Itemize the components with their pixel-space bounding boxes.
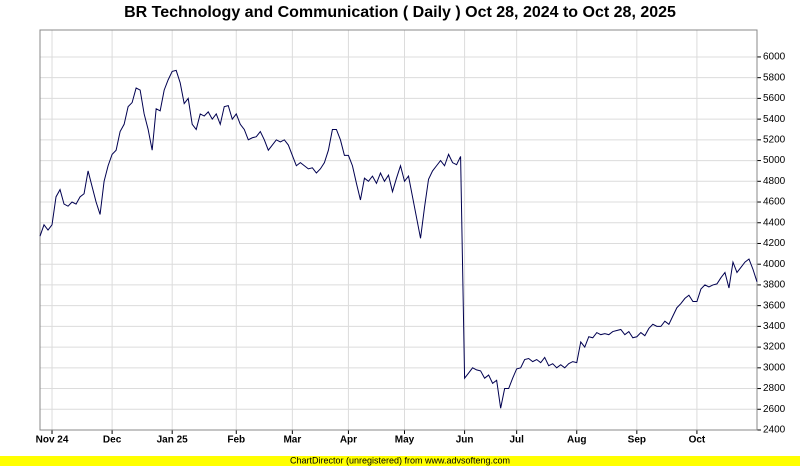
y-tick-label: 2600: [763, 404, 786, 415]
y-tick-label: 5400: [763, 114, 786, 125]
footer: ChartDirector (unregistered) from www.ad…: [290, 455, 510, 465]
y-tick-label: 3400: [763, 321, 786, 332]
x-tick-label: Mar: [283, 435, 301, 446]
y-tick-label: 4200: [763, 238, 786, 249]
y-tick-label: 2400: [763, 425, 786, 436]
y-tick-label: 3000: [763, 362, 786, 373]
y-tick-label: 4600: [763, 197, 786, 208]
y-tick-label: 3600: [763, 300, 786, 311]
x-tick-label: Aug: [567, 435, 586, 446]
x-tick-label: Apr: [340, 435, 357, 446]
y-tick-label: 4800: [763, 176, 786, 187]
x-tick-label: Dec: [103, 435, 122, 446]
y-tick-label: 4400: [763, 217, 786, 228]
y-tick-label: 4000: [763, 259, 786, 270]
chart-title: BR Technology and Communication ( Daily …: [124, 4, 676, 21]
x-tick-label: Feb: [227, 435, 245, 446]
y-tick-label: 2800: [763, 383, 786, 394]
x-tick-label: Sep: [628, 435, 646, 446]
x-tick-label: Jan 25: [157, 435, 189, 446]
y-tick-label: 5800: [763, 72, 786, 83]
x-tick-label: Oct: [689, 435, 706, 446]
plot-area: [40, 30, 757, 430]
y-tick-label: 6000: [763, 52, 786, 63]
plot-border: [39, 29, 758, 431]
x-tick-label: Jun: [456, 435, 474, 446]
price-line: [39, 69, 758, 409]
y-tick-label: 3200: [763, 342, 786, 353]
x-tick-label: May: [395, 435, 415, 446]
y-tick-label: 5200: [763, 134, 786, 145]
x-tick-label: Jul: [509, 435, 524, 446]
y-tick-label: 5600: [763, 93, 786, 104]
y-tick-label: 5000: [763, 155, 786, 166]
x-tick-label: Nov 24: [36, 435, 69, 446]
y-tick-label: 3800: [763, 280, 786, 291]
footer-bar: [0, 456, 800, 466]
